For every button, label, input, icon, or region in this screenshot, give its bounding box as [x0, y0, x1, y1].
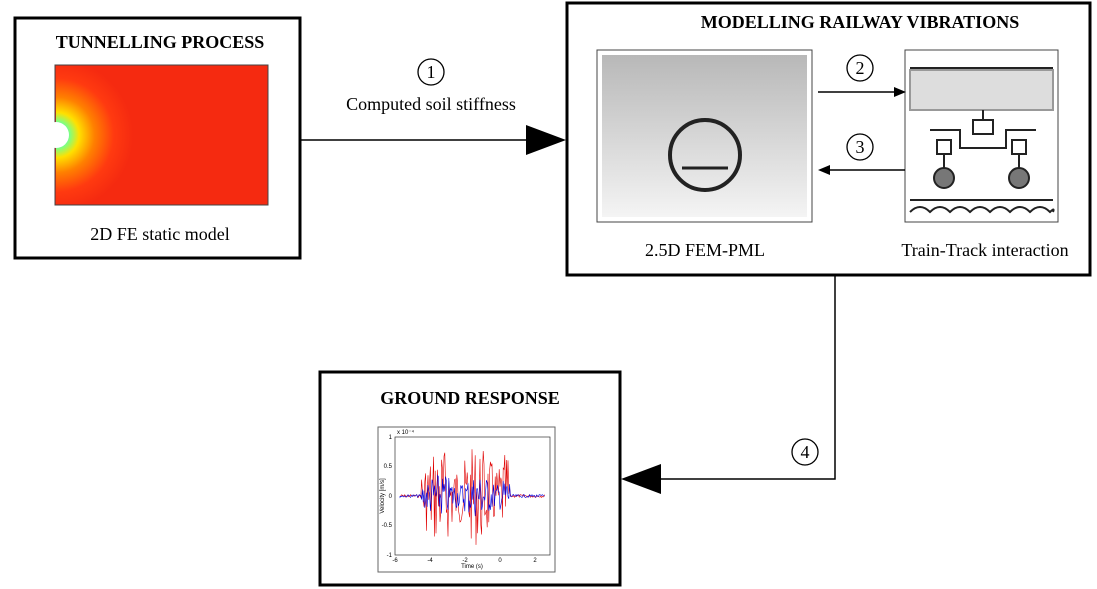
diagram: TUNNELLING PROCESS 2D FE static model 1 … — [0, 0, 1097, 589]
train-caption: Train-Track interaction — [901, 240, 1068, 260]
tunnel-hole — [43, 122, 69, 148]
tunnelling-caption: 2D FE static model — [90, 224, 229, 244]
stress-contour — [56, 66, 196, 204]
plot-x-label: Time (s) — [461, 564, 483, 570]
plot-frame — [378, 427, 555, 572]
plot-scale: x 10⁻⁴ — [397, 429, 415, 436]
plot-y-tick: -0.5 — [382, 523, 393, 529]
plot-x-tick: -6 — [392, 558, 398, 564]
step-number: 3 — [856, 137, 865, 157]
plot-y-tick: -1 — [387, 553, 393, 559]
plot-x-tick: -4 — [427, 558, 433, 564]
step-number: 4 — [801, 442, 810, 462]
arrow-label: Computed soil stiffness — [346, 94, 516, 114]
arrow-head — [621, 464, 661, 494]
arrow-head — [818, 165, 830, 175]
plot-y-label: Velocity [m/s] — [380, 478, 386, 514]
plot-x-tick: -2 — [462, 558, 468, 564]
step-number: 2 — [856, 58, 865, 78]
railway-title: MODELLING RAILWAY VIBRATIONS — [701, 12, 1019, 32]
ground-title: GROUND RESPONSE — [380, 388, 560, 408]
fem-image — [602, 55, 807, 217]
arrow-head — [526, 125, 566, 155]
step-number: 1 — [427, 62, 436, 82]
fem-caption: 2.5D FEM-PML — [645, 240, 765, 260]
tunnelling-title: TUNNELLING PROCESS — [56, 32, 265, 52]
plot-y-tick: 0.5 — [384, 464, 393, 470]
arrow-head — [894, 87, 906, 97]
